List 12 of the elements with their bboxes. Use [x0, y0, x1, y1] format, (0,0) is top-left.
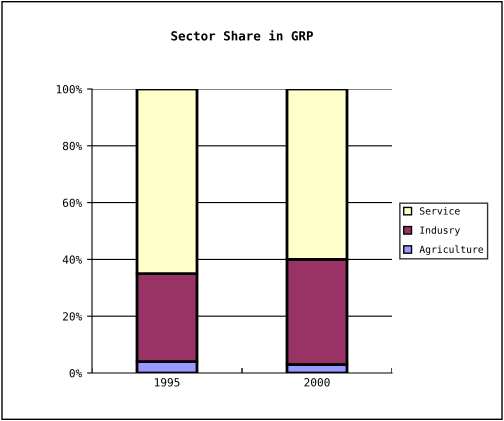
legend-label: Service [420, 207, 460, 215]
y-tick-label: 80% [62, 142, 82, 150]
y-tick-label: 20% [63, 312, 82, 321]
x-tick-label: 1995 [154, 378, 180, 387]
x-tick-label: 2000 [304, 378, 330, 387]
y-tick-label: 100% [56, 85, 82, 94]
y-tick-label: 40% [62, 255, 82, 264]
legend-label: Indusry [420, 226, 460, 236]
chart-title: Sector Share in GRP [171, 30, 313, 41]
y-tick-label: 0% [70, 369, 82, 378]
y-tick-label: 60% [62, 198, 82, 208]
legend-label: Agriculture [419, 245, 484, 255]
